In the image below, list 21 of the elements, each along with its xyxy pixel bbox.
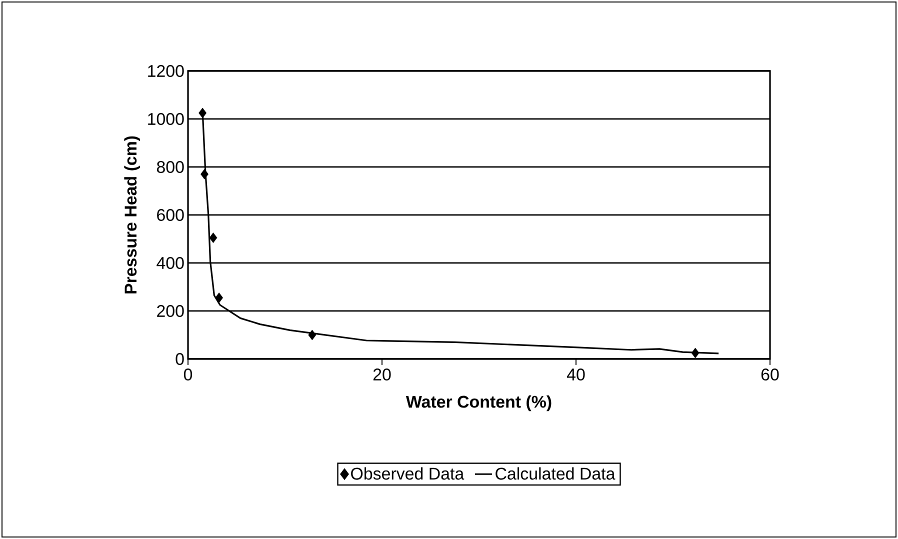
legend-label: Observed Data xyxy=(351,467,464,480)
x-tick-label: 20 xyxy=(373,368,391,381)
y-tick-label: 1000 xyxy=(148,112,184,125)
x-axis-title: Water Content (%) xyxy=(406,395,552,412)
legend-label: Calculated Data xyxy=(496,467,616,480)
point xyxy=(691,348,700,358)
y-tick-label: 800 xyxy=(156,160,184,173)
point xyxy=(198,108,207,118)
x-tick-label: 0 xyxy=(184,368,192,381)
point xyxy=(215,292,223,303)
point xyxy=(308,330,316,340)
x-tick-label: 40 xyxy=(566,368,585,381)
point xyxy=(200,168,208,180)
y-tick-label: 1200 xyxy=(148,64,184,77)
point xyxy=(209,232,218,243)
x-tick-label: 60 xyxy=(761,368,779,381)
y-tick-label: 200 xyxy=(157,304,184,317)
y-tick-label: 400 xyxy=(156,256,184,269)
y-tick-label: 0 xyxy=(176,352,184,365)
y-axis-title: Pressure Head (cm) xyxy=(124,136,140,294)
y-tick-label: 600 xyxy=(157,208,184,221)
